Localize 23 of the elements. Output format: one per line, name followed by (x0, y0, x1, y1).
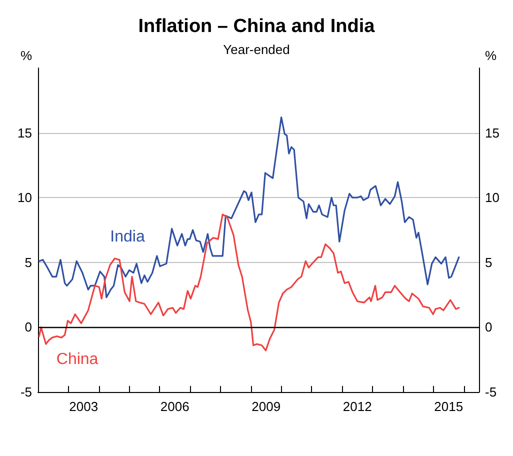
x-tick-label: 2012 (342, 399, 372, 414)
y-tick-label: -5 (20, 384, 32, 400)
x-tick-label: 2015 (434, 399, 464, 414)
y2-tick-label: 0 (485, 320, 492, 335)
y-tick-label: 5 (24, 254, 32, 270)
chart-title: Inflation – China and India (138, 16, 376, 37)
y2-tick-label: 10 (485, 190, 500, 206)
chart-subtitle: Year-ended (223, 42, 290, 57)
line-series (38, 214, 460, 352)
x-tick-label: 2009 (252, 399, 281, 414)
y2-tick-label: 5 (485, 254, 492, 270)
series-label: India (110, 228, 145, 246)
y2-axis-title: % (485, 48, 497, 63)
y-tick-label: 0 (24, 320, 32, 335)
line-series (38, 116, 460, 298)
y-axis-title: % (20, 48, 32, 63)
y2-tick-label: 15 (485, 125, 500, 140)
x-tick-label: 2006 (160, 399, 190, 414)
x-tick-label: 2003 (69, 399, 98, 414)
y-tick-label: 15 (18, 125, 32, 140)
y2-tick-label: -5 (485, 384, 497, 400)
series-label: China (56, 351, 98, 368)
y-tick-label: 10 (18, 190, 32, 206)
